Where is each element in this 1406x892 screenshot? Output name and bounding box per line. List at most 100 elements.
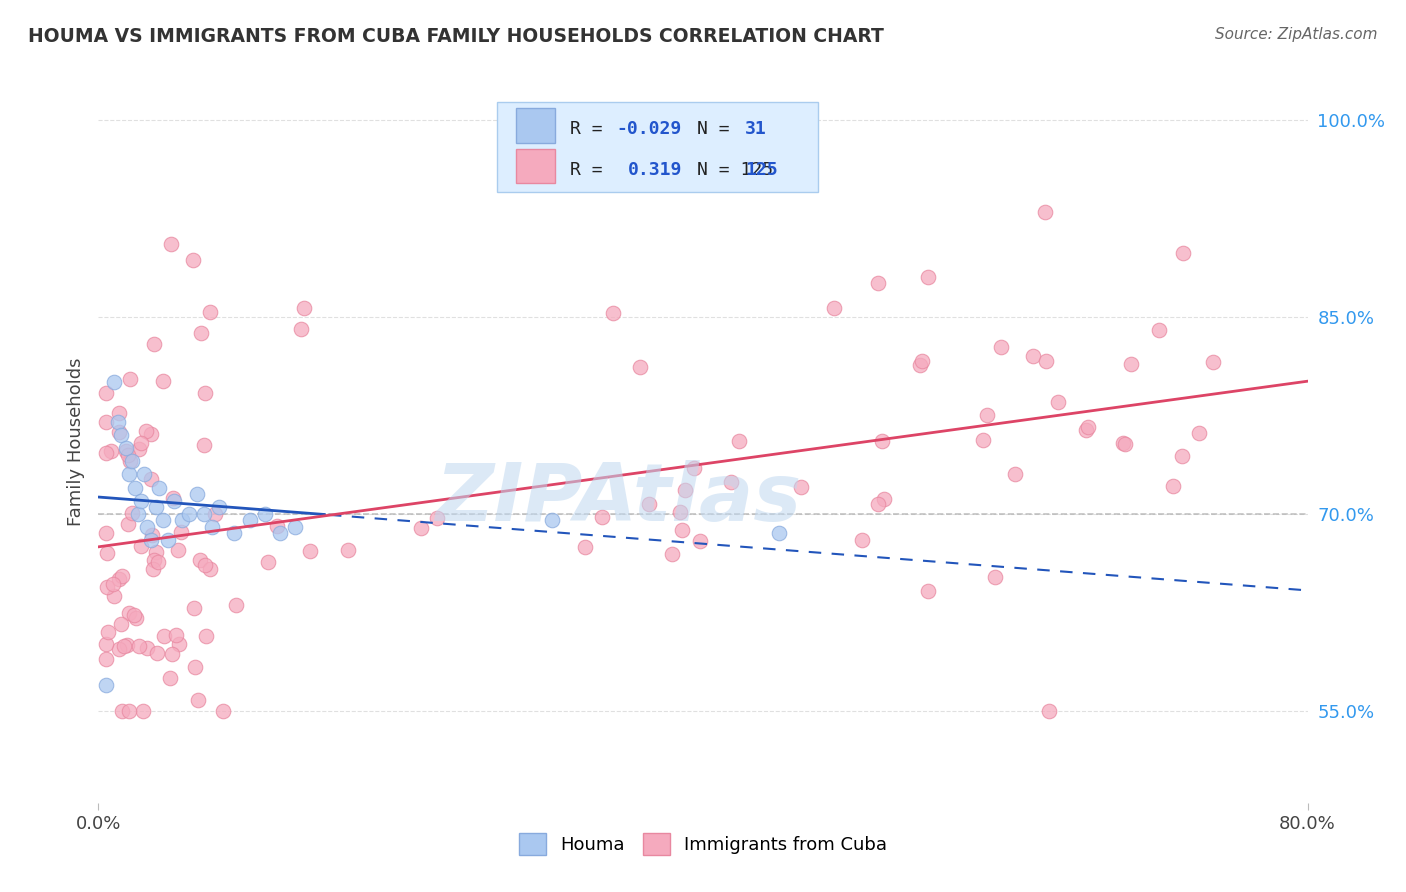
Text: N =: N = (697, 120, 730, 138)
Point (188, 553, 211, 567)
Point (298, 544, 321, 558)
Point (253, 507, 276, 521)
Point (591, 510, 613, 524)
Point (1035, 354, 1057, 368)
Point (602, 306, 624, 320)
Point (1171, 449, 1194, 463)
Point (866, 497, 889, 511)
Point (239, 513, 262, 527)
Point (972, 433, 994, 447)
Point (117, 516, 139, 531)
Point (426, 511, 449, 525)
Point (142, 553, 165, 567)
Point (870, 434, 893, 449)
Point (983, 569, 1005, 583)
Point (683, 461, 706, 475)
Point (224, 526, 246, 541)
Point (1147, 323, 1170, 337)
Point (132, 704, 155, 718)
Point (873, 491, 896, 506)
Point (673, 483, 696, 497)
Point (110, 616, 132, 631)
Point (110, 428, 132, 442)
Point (129, 493, 152, 508)
FancyBboxPatch shape (516, 108, 555, 143)
Point (661, 547, 683, 561)
Point (574, 540, 596, 554)
Point (121, 506, 143, 520)
Point (148, 555, 170, 569)
Point (257, 555, 280, 569)
Point (170, 513, 193, 527)
Point (148, 481, 170, 495)
Point (194, 628, 217, 642)
Point (337, 543, 360, 558)
Point (141, 527, 163, 541)
Point (142, 562, 165, 576)
Point (689, 533, 711, 548)
Text: ZIPAtlas: ZIPAtlas (436, 460, 801, 539)
Text: R =: R = (569, 120, 613, 138)
Y-axis label: Family Households: Family Households (66, 358, 84, 525)
Point (118, 467, 141, 482)
Point (165, 628, 187, 642)
Text: 0.319: 0.319 (628, 161, 682, 178)
Point (169, 636, 191, 650)
Point (162, 491, 184, 506)
Point (990, 340, 1012, 354)
Point (186, 487, 208, 501)
Point (290, 322, 312, 336)
Point (152, 513, 174, 527)
Point (198, 305, 221, 319)
Point (201, 520, 224, 534)
Point (110, 704, 132, 718)
Point (204, 508, 226, 522)
Point (790, 480, 813, 494)
FancyBboxPatch shape (498, 102, 818, 193)
Point (156, 533, 179, 547)
Point (910, 354, 932, 368)
Text: HOUMA VS IMMIGRANTS FROM CUBA FAMILY HOUSEHOLDS CORRELATION CHART: HOUMA VS IMMIGRANTS FROM CUBA FAMILY HOU… (28, 27, 884, 45)
Point (118, 606, 141, 620)
Text: -0.029: -0.029 (616, 120, 681, 138)
Point (194, 386, 217, 401)
Point (823, 301, 845, 315)
Point (917, 584, 939, 599)
Point (160, 236, 183, 251)
Point (103, 376, 125, 390)
Point (190, 326, 212, 341)
Point (851, 533, 873, 547)
Point (96, 546, 118, 560)
Point (94, 525, 117, 540)
Point (292, 301, 315, 315)
Point (628, 359, 651, 374)
Point (107, 415, 129, 429)
Point (118, 454, 141, 468)
Point (118, 704, 141, 718)
Point (128, 639, 150, 653)
Point (540, 513, 562, 527)
Point (1077, 420, 1099, 434)
FancyBboxPatch shape (516, 149, 555, 183)
Point (727, 434, 749, 449)
Point (1163, 479, 1185, 493)
Point (183, 252, 205, 267)
Point (108, 573, 131, 587)
Point (112, 640, 135, 654)
Point (121, 454, 143, 468)
Point (159, 671, 181, 685)
Text: 125: 125 (745, 161, 778, 178)
Point (129, 436, 152, 450)
Point (114, 444, 136, 458)
Point (208, 500, 231, 515)
Point (114, 441, 136, 455)
Text: 31: 31 (745, 120, 768, 138)
Point (103, 577, 125, 591)
Point (193, 438, 215, 452)
Point (125, 611, 148, 625)
Point (170, 525, 193, 540)
Point (1038, 704, 1060, 718)
Text: R =: R = (569, 161, 603, 178)
Point (94, 446, 117, 460)
Point (638, 497, 661, 511)
